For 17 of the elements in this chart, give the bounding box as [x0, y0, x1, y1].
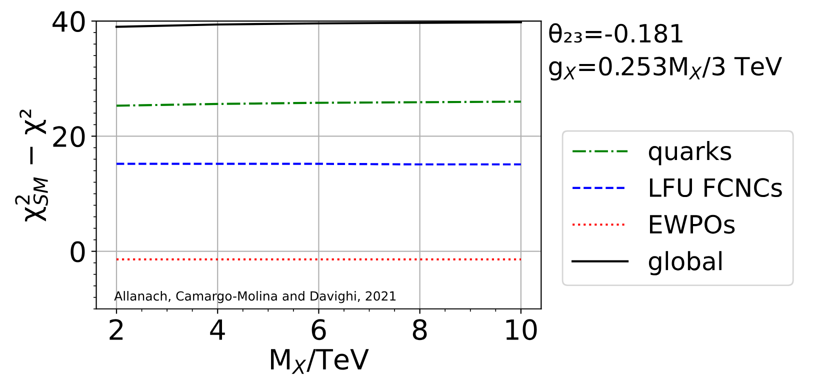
y-tick-label: 40: [52, 10, 85, 32]
y-tick-label: 20: [53, 126, 85, 148]
legend-label: LFU FCNCs: [650, 178, 782, 198]
x-tick-label: 4: [210, 319, 225, 340]
text: g$_{X}$=0.253M$_{X}$/3 TeV: [549, 56, 782, 80]
legend-label: EWPOs: [650, 214, 735, 234]
x-tick-label: 10: [506, 319, 537, 340]
x-tick-label: 2: [110, 319, 123, 340]
x-tick-label: 6: [312, 319, 326, 340]
y-axis-title: χ$^{2}$$_{SM}$ − χ²: [15, 110, 48, 222]
x-axis-title: M$_{X}$/TeV: [271, 349, 369, 374]
y-tick-label: 0: [70, 241, 85, 262]
legend-label: quarks: [648, 141, 732, 166]
annotation: Allanach, Camargo-Molina and Davighi, 2021: [114, 291, 396, 304]
text: θ₂₃=-0.181: [549, 23, 682, 43]
x-tick-label: 8: [412, 319, 427, 340]
legend-label: global: [648, 251, 722, 276]
